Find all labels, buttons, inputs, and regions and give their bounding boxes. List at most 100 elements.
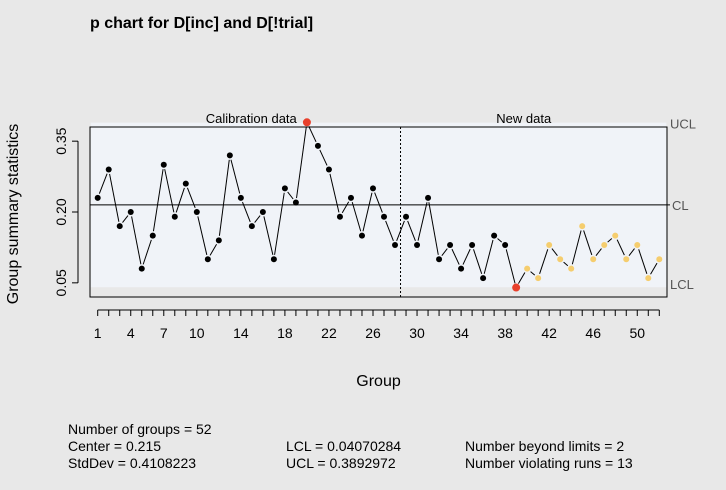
data-point-39: [512, 283, 521, 292]
data-point-3: [116, 223, 123, 230]
series-segment: [428, 202, 439, 255]
data-point-28: [392, 242, 399, 249]
series-segment: [616, 239, 625, 256]
data-point-29: [403, 213, 410, 220]
data-point-2: [105, 166, 112, 173]
x-tick-label: 50: [629, 325, 645, 341]
series-segment: [595, 248, 602, 256]
data-point-49: [623, 256, 630, 263]
series-segment: [483, 239, 494, 274]
x-tick-label: 34: [453, 325, 469, 341]
series-segment: [98, 173, 108, 194]
stats-right: Number beyond limits = 2 Number violatin…: [465, 438, 633, 472]
data-point-45: [579, 223, 586, 230]
data-point-35: [469, 242, 476, 249]
series-segment: [374, 192, 383, 213]
series-segment: [230, 159, 241, 194]
series-segment: [209, 243, 217, 256]
series-segment: [218, 159, 230, 236]
series-segment: [329, 173, 340, 213]
series-segment: [571, 230, 582, 265]
series-segment: [638, 249, 648, 274]
data-point-13: [226, 152, 233, 159]
series-segment: [607, 238, 613, 243]
series-segment: [319, 149, 328, 166]
data-point-19: [292, 199, 299, 206]
x-tick-label: 1: [94, 325, 102, 341]
series-segment: [497, 238, 503, 243]
stats-left: Number of groups = 52 Center = 0.215 Std…: [68, 421, 212, 472]
ucl-label: UCL: [670, 117, 696, 132]
data-point-32: [436, 256, 443, 263]
series-segment: [451, 248, 460, 265]
series-segment: [254, 215, 261, 223]
data-point-48: [612, 232, 619, 239]
data-point-9: [182, 180, 189, 187]
data-point-43: [557, 256, 564, 263]
plot-frame: [89, 126, 668, 298]
data-point-4: [127, 209, 134, 215]
x-tick-label: 10: [189, 325, 205, 341]
series-segment: [473, 249, 483, 274]
data-point-20: [302, 118, 311, 127]
lcl-value: LCL = 0.04070284: [286, 438, 402, 454]
data-point-12: [215, 237, 222, 244]
x-tick-label: 14: [233, 325, 249, 341]
data-point-18: [281, 185, 288, 192]
data-point-51: [645, 275, 652, 282]
data-point-22: [325, 166, 332, 173]
series-segment: [164, 169, 175, 213]
series-segment: [563, 261, 569, 267]
x-tick-label: 18: [277, 325, 293, 341]
x-tick-label: 42: [541, 325, 557, 341]
data-point-21: [314, 142, 321, 149]
series-segment: [362, 192, 373, 232]
data-point-44: [568, 265, 575, 272]
data-point-38: [502, 242, 509, 249]
data-point-27: [381, 213, 388, 220]
data-point-50: [634, 242, 641, 249]
series-segment: [152, 169, 164, 232]
violating-runs-count: Number violating runs = 13: [465, 455, 633, 471]
series-segment: [122, 215, 129, 223]
y-axis-label: Group summary statistics: [5, 124, 22, 304]
chart-title: p chart for D[inc] and D[!trial]: [90, 15, 313, 32]
data-point-24: [347, 194, 354, 201]
series-segment: [308, 126, 317, 143]
x-tick-label: 38: [497, 325, 513, 341]
number-of-groups: Number of groups = 52: [68, 421, 212, 437]
series-segment: [530, 271, 536, 276]
data-point-47: [601, 242, 608, 249]
data-point-26: [369, 185, 376, 192]
data-point-34: [458, 265, 465, 272]
stats-middle: LCL = 0.04070284 UCL = 0.3892972: [286, 438, 401, 472]
ucl-value: UCL = 0.3892972: [286, 455, 396, 471]
x-tick-label: 7: [160, 325, 168, 341]
series-segment: [242, 201, 251, 223]
data-point-42: [546, 242, 553, 249]
series-segment: [441, 248, 448, 256]
data-point-17: [270, 256, 277, 263]
series-segment: [505, 249, 516, 284]
series-segment: [274, 192, 285, 255]
data-point-52: [656, 256, 663, 263]
series-segment: [131, 216, 142, 265]
data-point-33: [447, 242, 454, 249]
series-segment: [109, 173, 120, 222]
data-point-14: [237, 194, 244, 201]
x-tick-label: 46: [585, 325, 601, 341]
y-tick-label: 0.20: [53, 198, 69, 225]
series-segment: [462, 248, 471, 265]
center-value: Center = 0.215: [68, 438, 162, 454]
x-axis-label: Group: [356, 373, 401, 390]
data-point-30: [414, 242, 421, 249]
series-segment: [650, 262, 658, 275]
series-segment: [539, 249, 549, 274]
series-segment: [628, 248, 635, 256]
series-segment: [287, 191, 294, 200]
data-point-15: [248, 223, 255, 230]
series-segment: [517, 272, 526, 284]
data-point-46: [590, 256, 597, 263]
data-point-11: [204, 256, 211, 263]
